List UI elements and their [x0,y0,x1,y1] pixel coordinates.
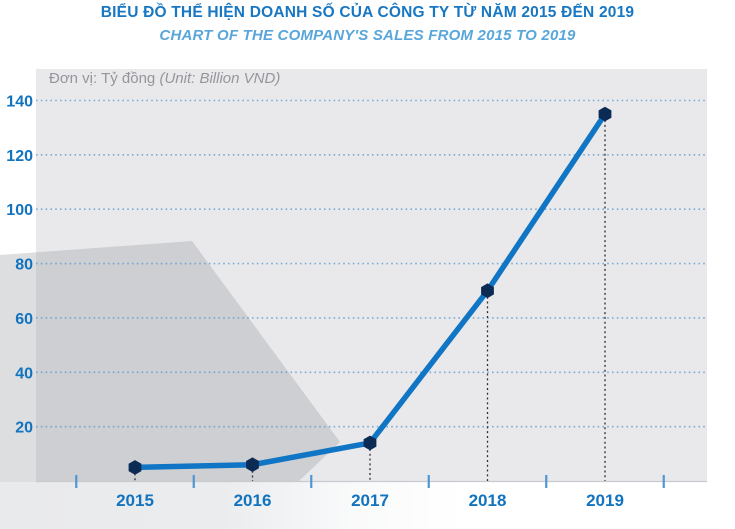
data-point-2018 [481,283,494,299]
data-point-2017 [363,435,377,451]
y-axis-label-20: 20 [15,420,33,437]
chart-subtitle: CHART OF THE COMPANY'S SALES FROM 2015 T… [159,27,576,44]
x-axis-label-2015: 2015 [116,491,154,510]
x-axis-label-2016: 2016 [234,491,272,510]
y-axis-label-120: 120 [6,148,33,165]
data-point-2019 [598,106,612,122]
y-axis-label-80: 80 [15,257,33,274]
watermark-shape [0,241,340,482]
y-axis-label-40: 40 [15,365,33,382]
data-point-2015 [128,460,142,475]
y-axis-label-140: 140 [6,94,33,111]
plot-area [36,69,707,482]
unit-caption: Đơn vị: Tỷ đồng (Unit: Billion VND) [49,70,280,87]
x-axis-label-2017: 2017 [351,491,389,510]
unit-caption-vietnamese: Đơn vị: Tỷ đồng [49,70,156,87]
x-axis-label-2018: 2018 [469,491,507,510]
y-axis-label-60: 60 [15,311,33,328]
bottom-gray-band [0,482,735,529]
chart-title: BIỂU ĐỒ THỂ HIỆN DOANH SỐ CỦA CÔNG TY TỪ… [100,4,635,21]
y-axis-label-100: 100 [6,202,33,219]
unit-caption-english: (Unit: Billion VND) [159,70,281,87]
data-point-2016 [246,457,259,472]
x-axis-label-2019: 2019 [586,491,624,510]
